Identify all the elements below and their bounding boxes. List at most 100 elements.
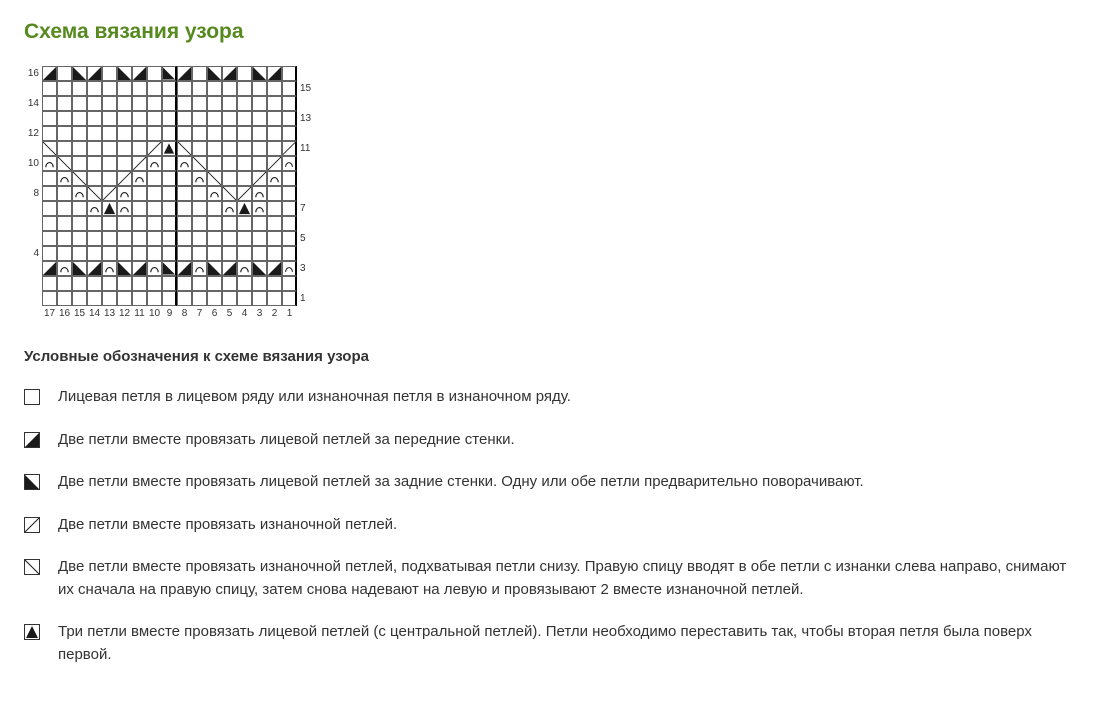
chart-cell xyxy=(147,246,162,261)
row-label-right: 15 xyxy=(297,81,315,96)
chart-cell xyxy=(252,276,267,291)
row-label-left: 8 xyxy=(24,186,42,201)
chart-cell xyxy=(192,216,207,231)
chart-cell xyxy=(222,261,237,276)
chart-cell xyxy=(192,261,207,276)
chart-cell xyxy=(147,231,162,246)
col-label-bottom: 12 xyxy=(117,306,132,322)
legend-item: Лицевая петля в лицевом ряду или изнаноч… xyxy=(24,386,1070,409)
chart-row xyxy=(24,216,315,231)
chart-cell xyxy=(42,156,57,171)
chart-cell xyxy=(282,171,297,186)
chart-cell xyxy=(162,261,177,276)
chart-cell xyxy=(117,126,132,141)
chart-cell xyxy=(57,201,72,216)
chart-cell xyxy=(72,186,87,201)
row-label-left: 10 xyxy=(24,156,42,171)
chart-cell xyxy=(147,96,162,111)
chart-cell xyxy=(57,216,72,231)
chart-cell xyxy=(57,231,72,246)
chart-cell xyxy=(42,186,57,201)
chart-cell xyxy=(177,111,192,126)
chart-cell xyxy=(177,81,192,96)
chart-cell xyxy=(132,171,147,186)
chart-cell xyxy=(252,246,267,261)
chart-cell xyxy=(87,291,102,306)
chart-cell xyxy=(252,291,267,306)
chart-cell xyxy=(117,171,132,186)
chart-cell xyxy=(42,126,57,141)
chart-cell xyxy=(267,126,282,141)
legend-item: Две петли вместе провязать лицевой петле… xyxy=(24,429,1070,452)
chart-cell xyxy=(207,111,222,126)
chart-cell xyxy=(57,81,72,96)
chart-cell xyxy=(42,291,57,306)
chart-cell xyxy=(87,66,102,81)
chart-cell xyxy=(177,186,192,201)
chart-cell xyxy=(72,96,87,111)
chart-cell xyxy=(177,171,192,186)
chart-cell xyxy=(132,126,147,141)
chart-cell xyxy=(207,276,222,291)
chart-cell xyxy=(57,156,72,171)
chart-cell xyxy=(192,231,207,246)
col-label-bottom: 10 xyxy=(147,306,162,322)
dr-icon xyxy=(24,517,40,533)
chart-cell xyxy=(102,231,117,246)
chart-cell xyxy=(132,156,147,171)
chart-cell xyxy=(192,246,207,261)
chart-cell xyxy=(162,186,177,201)
col-label-bottom: 17 xyxy=(42,306,57,322)
chart-cell xyxy=(222,201,237,216)
chart-cell xyxy=(192,126,207,141)
chart-cell xyxy=(267,111,282,126)
chart-cell xyxy=(252,141,267,156)
row-label-left: 14 xyxy=(24,96,42,111)
chart-cell xyxy=(207,141,222,156)
chart-cell xyxy=(72,261,87,276)
chart-cell xyxy=(237,156,252,171)
chart-cell xyxy=(237,141,252,156)
chart-row: 10 xyxy=(24,156,315,171)
chart-row: 14 xyxy=(24,96,315,111)
chart-cell xyxy=(87,216,102,231)
chart-cell xyxy=(117,156,132,171)
row-label-left: 12 xyxy=(24,126,42,141)
chart-cell xyxy=(102,201,117,216)
chart-cell xyxy=(162,246,177,261)
chart-cell xyxy=(117,186,132,201)
chart-cell xyxy=(192,81,207,96)
chart-cell xyxy=(72,291,87,306)
chart-cell xyxy=(87,276,102,291)
chart-cell xyxy=(252,261,267,276)
chart-cell xyxy=(222,156,237,171)
chart-cell xyxy=(72,81,87,96)
chart-cell xyxy=(87,186,102,201)
chart-cell xyxy=(267,276,282,291)
legend-text: Две петли вместе провязать изнаночной пе… xyxy=(58,556,1070,601)
chart-cell xyxy=(237,261,252,276)
chart-cell xyxy=(177,96,192,111)
legend-list: Лицевая петля в лицевом ряду или изнаноч… xyxy=(24,386,1070,666)
chart-cell xyxy=(42,201,57,216)
tl-icon xyxy=(24,474,40,490)
chart-cell xyxy=(177,261,192,276)
chart-row: 8 xyxy=(24,186,315,201)
chart-cell xyxy=(207,201,222,216)
chart-cell xyxy=(282,246,297,261)
chart-cell xyxy=(132,231,147,246)
chart-cell xyxy=(267,141,282,156)
chart-cell xyxy=(237,126,252,141)
chart-cell xyxy=(177,201,192,216)
chart-cell xyxy=(72,231,87,246)
chart-cell xyxy=(237,276,252,291)
chart-cell xyxy=(147,291,162,306)
chart-cell xyxy=(252,231,267,246)
chart-row: 5 xyxy=(24,231,315,246)
legend-text: Две петли вместе провязать изнаночной пе… xyxy=(58,514,1070,537)
chart-cell xyxy=(237,246,252,261)
chart-cell xyxy=(252,126,267,141)
chart-cell xyxy=(57,126,72,141)
legend-text: Две петли вместе провязать лицевой петле… xyxy=(58,429,1070,452)
chart-cell xyxy=(282,81,297,96)
